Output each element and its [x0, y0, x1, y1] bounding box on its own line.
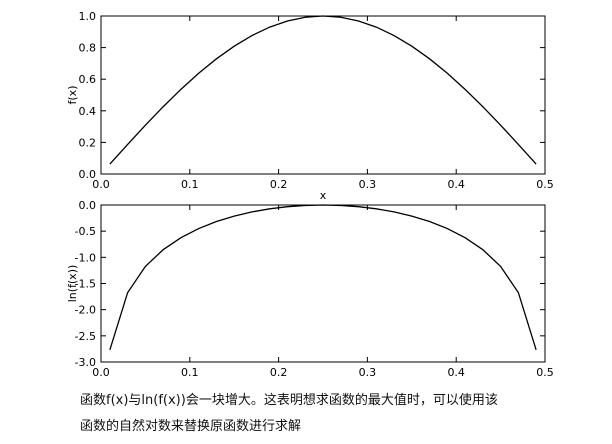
y-tick-label: 0.6: [79, 73, 97, 86]
x-tick-label: 0.5: [536, 178, 554, 191]
caption-line: 函数f(x)与ln(f(x))会一块增大。这表明想求函数的最大值时，可以使用该: [80, 393, 498, 408]
y-tick-label: 1.0: [79, 10, 97, 23]
y-tick-label: 0.0: [79, 199, 97, 212]
y-tick-label: -1.0: [75, 251, 96, 264]
x-tick-label: 0.1: [181, 366, 199, 379]
y-axis-label: ln(f(x)): [66, 265, 79, 303]
axes-frame: [100, 15, 546, 175]
y-tick-label: 0.0: [79, 168, 97, 181]
y-tick-label: -0.5: [75, 225, 96, 238]
y-tick-label: -1.5: [75, 278, 96, 291]
y-tick-label: -2.0: [75, 304, 96, 317]
y-tick-label: -2.5: [75, 330, 96, 343]
x-tick-label: 0.4: [447, 366, 465, 379]
caption-line: 函数的自然对数来替换原函数进行求解: [80, 419, 302, 434]
y-axis-label: f(x): [66, 86, 79, 105]
y-tick-label: 0.4: [79, 105, 97, 118]
y-tick-label: -3.0: [75, 356, 96, 369]
x-tick-label: 0.4: [447, 178, 465, 191]
x-tick-label: 0.2: [270, 366, 288, 379]
axes-frame: [100, 204, 546, 363]
x-tick-label: 0.3: [359, 178, 377, 191]
line-series: [109, 15, 537, 165]
x-tick-label: 0.0: [92, 366, 110, 379]
x-axis-label: x: [320, 189, 327, 202]
y-tick-label: 0.2: [79, 136, 97, 149]
x-tick-label: 0.1: [181, 178, 199, 191]
figure: 0.0 0.1 0.2 0.3 0.4 0.5 0.0 0.2 0.4 0.6 0.8 1.0 x f(x…: [66, 10, 554, 379]
x-tick-label: 0.0: [92, 178, 110, 191]
line-series: [109, 204, 537, 351]
x-tick-label: 0.3: [359, 366, 377, 379]
x-tick-label: 0.5: [536, 366, 554, 379]
y-tick-label: 0.8: [79, 42, 97, 55]
x-tick-label: 0.2: [270, 178, 288, 191]
